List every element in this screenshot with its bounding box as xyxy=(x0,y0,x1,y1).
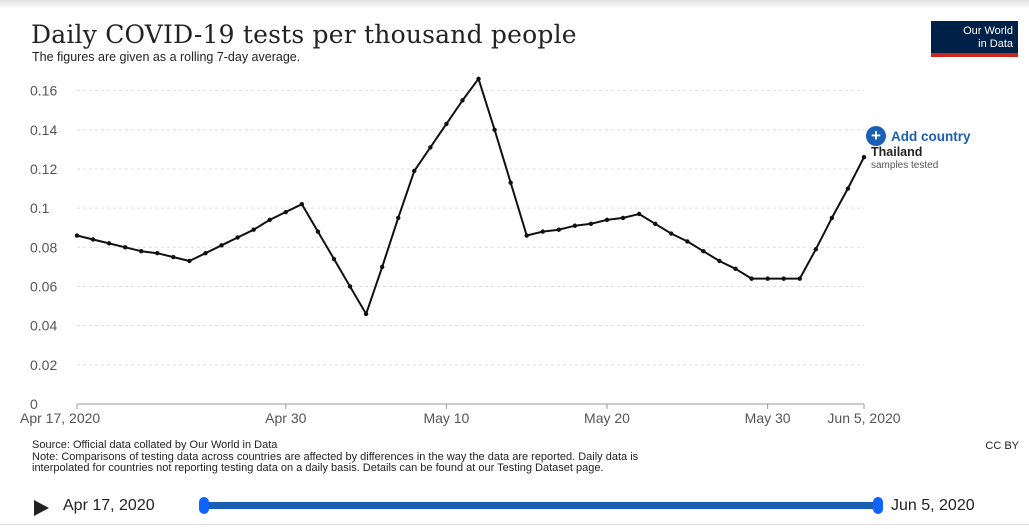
data-point xyxy=(428,145,433,150)
data-point xyxy=(444,121,449,127)
data-point xyxy=(74,233,80,238)
x-tick-label: May 20 xyxy=(584,410,630,426)
x-tick-labels: Apr 17, 2020 Apr 30 May 10 May 20 May 30 Jun … xyxy=(20,404,901,426)
data-point xyxy=(588,221,594,226)
data-point xyxy=(203,250,208,256)
data-point xyxy=(171,254,176,260)
data-point xyxy=(540,229,545,234)
data-point xyxy=(829,215,835,221)
data-point xyxy=(283,209,288,215)
data-point xyxy=(460,98,465,103)
data-point xyxy=(572,223,578,228)
timeline-start-label: Apr 17, 2020 xyxy=(63,497,155,514)
owid-logo[interactable]: Our World in Data xyxy=(931,21,1018,57)
data-point xyxy=(669,231,674,236)
license-text[interactable]: CC BY xyxy=(985,440,1019,452)
timeline-control: Apr 17, 2020 Jun 5, 2020 xyxy=(0,483,1029,528)
data-point xyxy=(701,249,706,254)
y-tick-label: 0.06 xyxy=(30,278,57,294)
data-point xyxy=(492,127,497,132)
data-point xyxy=(187,258,192,264)
data-point xyxy=(106,241,112,246)
y-tick-label: 0.1 xyxy=(30,200,50,216)
y-tick-label: 0.02 xyxy=(30,357,57,373)
data-point xyxy=(139,249,144,254)
data-point xyxy=(122,245,128,250)
data-point xyxy=(508,180,513,185)
chart-subtitle: The figures are given as a rolling 7-day… xyxy=(32,50,301,64)
data-point xyxy=(396,215,401,221)
y-tick-labels: 0 0.02 0.04 0.06 0.08 0.1 0.12 0.14 0.16 xyxy=(30,83,57,412)
play-icon[interactable] xyxy=(34,500,49,516)
series-line-thailand xyxy=(76,77,865,315)
y-tick-label: 0.12 xyxy=(30,161,57,177)
data-point xyxy=(379,264,385,270)
data-points xyxy=(74,76,867,317)
y-tick-label: 0 xyxy=(30,396,38,412)
data-point xyxy=(219,243,224,248)
chart-title: Daily COVID-19 tests per thousand people xyxy=(31,20,577,49)
logo-line-2: in Data xyxy=(978,38,1013,50)
data-point xyxy=(620,215,626,221)
timeline-track[interactable] xyxy=(203,502,878,509)
y-tick-label: 0.08 xyxy=(30,239,57,255)
y-tick-label: 0.14 xyxy=(30,122,57,138)
data-point xyxy=(861,154,867,160)
data-point xyxy=(749,276,754,281)
data-point xyxy=(653,221,658,226)
x-tick-label: May 10 xyxy=(423,410,469,426)
logo-line-1: Our World xyxy=(963,25,1013,37)
data-point xyxy=(604,217,610,223)
line-chart: 0 0.02 0.04 0.06 0.08 0.1 0.12 0.14 0.16 Apr 17,… xyxy=(20,76,938,426)
data-point xyxy=(315,229,321,234)
data-point xyxy=(524,233,529,238)
timeline-start-handle[interactable] xyxy=(199,497,209,514)
data-point xyxy=(813,247,819,252)
data-point xyxy=(347,284,353,289)
top-bar xyxy=(0,0,1029,9)
y-tick-label: 0.16 xyxy=(30,83,57,99)
timeline-divider xyxy=(0,524,1029,529)
data-point xyxy=(717,258,722,264)
x-tick-label: Apr 17, 2020 xyxy=(20,410,100,426)
data-point xyxy=(299,202,305,207)
series-sublabel: samples tested xyxy=(871,160,938,171)
x-tick-label: Apr 30 xyxy=(265,410,306,426)
data-point xyxy=(155,250,160,256)
plus-circle-icon: + xyxy=(866,126,886,146)
data-point xyxy=(781,276,786,281)
data-point xyxy=(845,186,851,191)
data-point xyxy=(797,276,802,281)
note-text-line-1: Note: Comparisons of testing data across… xyxy=(32,450,639,463)
note-text-line-2: interpolated for countries not reporting… xyxy=(32,462,604,474)
series-label-thailand: Thailand xyxy=(871,145,922,159)
source-text: Source: Official data collated by Our Wo… xyxy=(32,439,278,451)
data-point xyxy=(685,239,690,244)
data-point xyxy=(90,237,96,242)
data-point xyxy=(556,227,562,232)
data-point xyxy=(267,217,272,223)
add-country-button[interactable]: + Add country xyxy=(866,126,971,146)
y-tick-label: 0.04 xyxy=(30,318,57,334)
data-point xyxy=(363,311,369,317)
timeline-end-handle[interactable] xyxy=(873,497,883,514)
data-point xyxy=(412,168,417,174)
add-country-label: Add country xyxy=(891,128,971,144)
data-point xyxy=(765,276,770,281)
data-point xyxy=(733,266,738,272)
data-point xyxy=(235,235,240,240)
data-point xyxy=(476,76,481,82)
timeline-end-label: Jun 5, 2020 xyxy=(891,497,975,514)
data-point xyxy=(251,227,256,232)
x-tick-label: Jun 5, 2020 xyxy=(827,410,900,426)
x-tick-label: May 30 xyxy=(745,410,791,426)
data-point xyxy=(331,256,337,262)
chart-footer: Source: Official data collated by Our Wo… xyxy=(32,439,992,475)
grid-lines xyxy=(77,90,864,405)
data-point xyxy=(636,211,642,217)
